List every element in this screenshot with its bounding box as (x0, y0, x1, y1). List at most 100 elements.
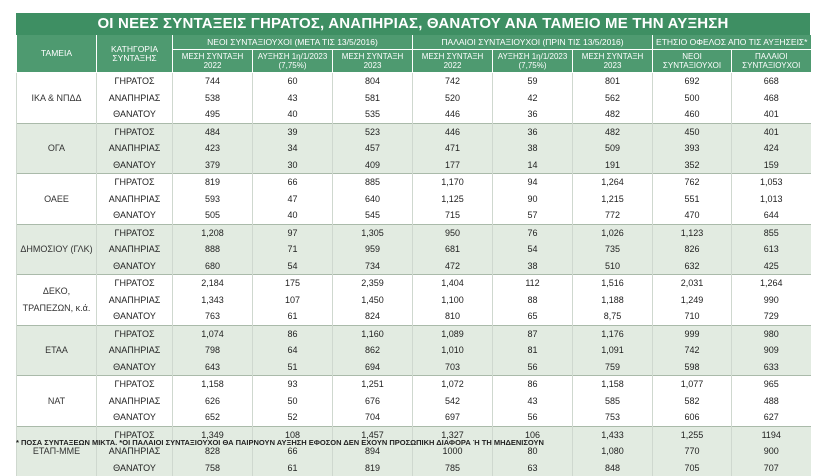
value-cell: 1,074 (173, 325, 253, 342)
value-cell: 810 (413, 308, 493, 325)
value-cell: 562 (573, 90, 653, 107)
value-cell: 401 (732, 106, 811, 123)
value-cell: 613 (732, 241, 811, 258)
category-cell: ΓΗΡΑΤΟΣ (97, 325, 173, 342)
fund-name: ΔΕΚΟ, ΤΡΑΠΕΖΩΝ, κ.ά. (17, 275, 97, 326)
value-cell: 488 (732, 393, 811, 410)
value-cell: 1,343 (173, 292, 253, 309)
category-cell: ΘΑΝΑΤΟΥ (97, 359, 173, 376)
value-cell: 1,215 (573, 191, 653, 208)
value-cell: 990 (732, 292, 811, 309)
value-cell: 710 (653, 308, 732, 325)
value-cell: 57 (493, 207, 573, 224)
value-cell: 1,208 (173, 224, 253, 241)
value-cell: 175 (253, 275, 333, 292)
value-cell: 81 (493, 342, 573, 359)
value-cell: 38 (493, 258, 573, 275)
value-cell: 950 (413, 224, 493, 241)
value-cell: 50 (253, 393, 333, 410)
header-sub-5: ΜΕΣΗ ΣΥΝΤΑΞΗ 2023 (573, 50, 653, 73)
value-cell: 500 (653, 90, 732, 107)
fund-name: ΝΑΤ (17, 376, 97, 427)
value-cell: 424 (732, 140, 811, 157)
value-cell: 824 (333, 308, 413, 325)
fund-name: ΕΤΑΠ-ΜΜΕ (17, 426, 97, 476)
value-cell: 423 (173, 140, 253, 157)
value-cell: 999 (653, 325, 732, 342)
value-cell: 482 (573, 123, 653, 140)
value-cell: 484 (173, 123, 253, 140)
value-cell: 1,010 (413, 342, 493, 359)
value-cell: 56 (493, 359, 573, 376)
value-cell: 352 (653, 157, 732, 174)
value-cell: 446 (413, 123, 493, 140)
value-cell: 93 (253, 376, 333, 393)
value-cell: 54 (493, 241, 573, 258)
value-cell: 76 (493, 224, 573, 241)
value-cell: 43 (253, 90, 333, 107)
value-cell: 88 (493, 292, 573, 309)
value-cell: 1,158 (173, 376, 253, 393)
value-cell: 627 (732, 409, 811, 426)
value-cell: 759 (573, 359, 653, 376)
value-cell: 785 (413, 460, 493, 476)
value-cell: 762 (653, 174, 732, 191)
value-cell: 86 (493, 376, 573, 393)
value-cell: 1,026 (573, 224, 653, 241)
category-cell: ΓΗΡΑΤΟΣ (97, 224, 173, 241)
value-cell: 585 (573, 393, 653, 410)
value-cell: 1,404 (413, 275, 493, 292)
value-cell: 1,123 (653, 224, 732, 241)
value-cell: 1,072 (413, 376, 493, 393)
value-cell: 39 (253, 123, 333, 140)
value-cell: 38 (493, 140, 573, 157)
value-cell: 1,176 (573, 325, 653, 342)
value-cell: 54 (253, 258, 333, 275)
header-sub-2: ΜΕΣΗ ΣΥΝΤΑΞΗ 2023 (333, 50, 413, 73)
category-cell: ΘΑΝΑΤΟΥ (97, 157, 173, 174)
value-cell: 60 (253, 73, 333, 90)
header-sub-3: ΜΕΣΗ ΣΥΝΤΑΞΗ 2022 (413, 50, 493, 73)
category-cell: ΓΗΡΑΤΟΣ (97, 275, 173, 292)
value-cell: 1,450 (333, 292, 413, 309)
value-cell: 581 (333, 90, 413, 107)
category-cell: ΓΗΡΑΤΟΣ (97, 376, 173, 393)
header-sub-1: ΑΥΞΗΣΗ 1η/1/2023 (7,75%) (253, 50, 333, 73)
value-cell: 71 (253, 241, 333, 258)
value-cell: 2,031 (653, 275, 732, 292)
value-cell: 640 (333, 191, 413, 208)
category-cell: ΑΝΑΠΗΡΙΑΣ (97, 342, 173, 359)
value-cell: 1,091 (573, 342, 653, 359)
value-cell: 2,359 (333, 275, 413, 292)
value-cell: 472 (413, 258, 493, 275)
value-cell: 819 (333, 460, 413, 476)
header-sub-6: ΝΕΟΙ ΣΥΝΤΑΞΙΟΥΧΟΙ (653, 50, 732, 73)
value-cell: 401 (732, 123, 811, 140)
category-cell: ΑΝΑΠΗΡΙΑΣ (97, 393, 173, 410)
value-cell: 64 (253, 342, 333, 359)
value-cell: 909 (732, 342, 811, 359)
value-cell: 40 (253, 106, 333, 123)
value-cell: 8,75 (573, 308, 653, 325)
value-cell: 51 (253, 359, 333, 376)
value-cell: 94 (493, 174, 573, 191)
value-cell: 52 (253, 409, 333, 426)
value-cell: 1,433 (573, 426, 653, 443)
value-cell: 61 (253, 460, 333, 476)
value-cell: 1,013 (732, 191, 811, 208)
value-cell: 42 (493, 90, 573, 107)
value-cell: 626 (173, 393, 253, 410)
value-cell: 734 (333, 258, 413, 275)
value-cell: 63 (493, 460, 573, 476)
category-cell: ΑΝΑΠΗΡΙΑΣ (97, 191, 173, 208)
